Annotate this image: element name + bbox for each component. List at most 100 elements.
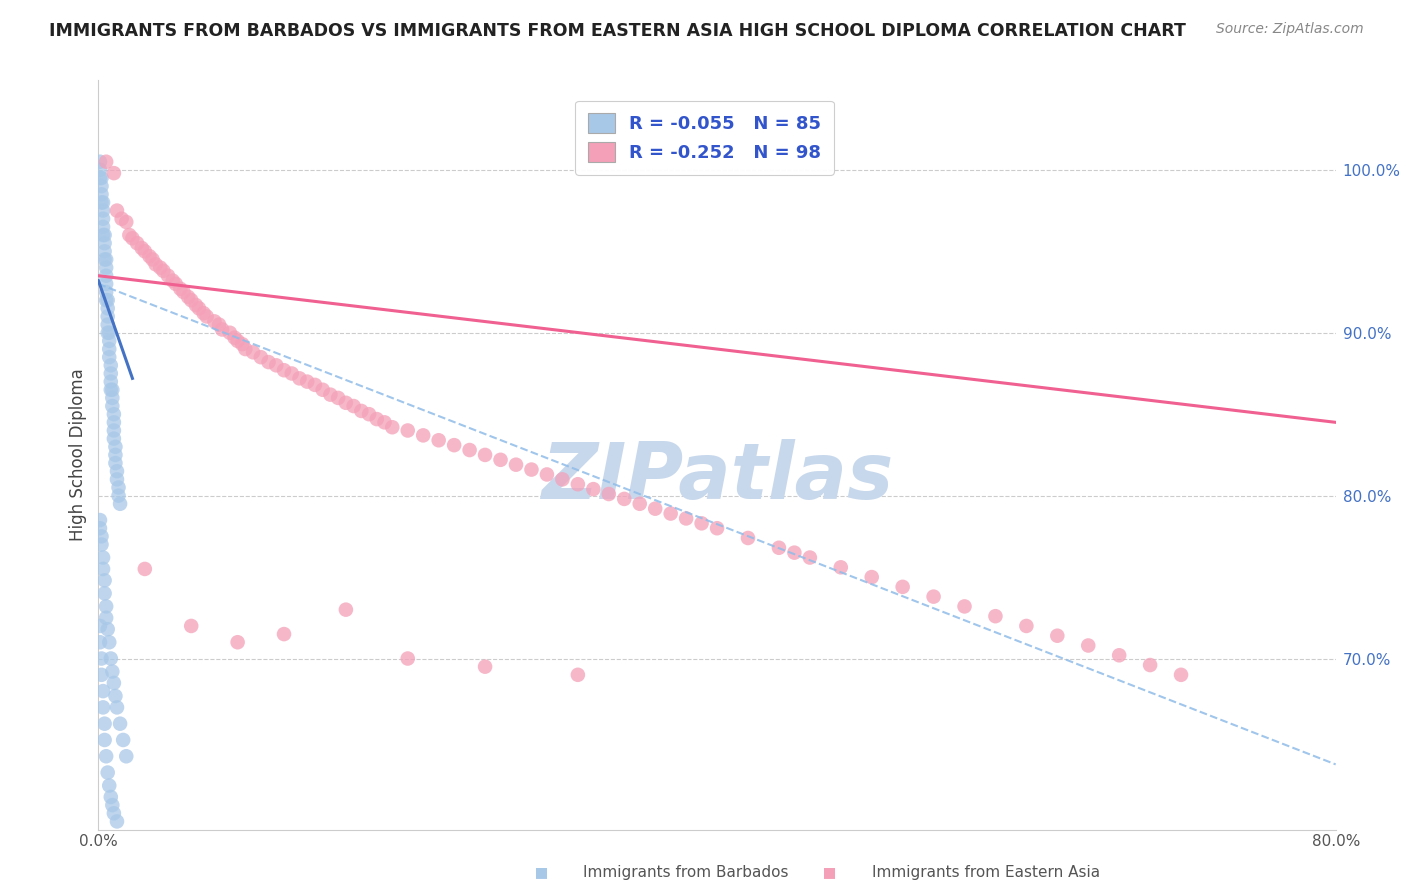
- Point: [96, 260, 118, 275]
- Point: [91, 203, 114, 218]
- Point: [90, 187, 112, 202]
- Point: [105, 464, 128, 478]
- Point: [134, 562, 156, 576]
- Point: [98, 342, 121, 356]
- Point: [101, 391, 124, 405]
- Point: [100, 367, 122, 381]
- Point: [91, 562, 114, 576]
- Point: [105, 203, 128, 218]
- Point: [582, 482, 605, 496]
- Point: [152, 264, 174, 278]
- Point: [131, 241, 153, 255]
- Point: [103, 415, 125, 429]
- Point: [1170, 668, 1192, 682]
- Point: [233, 342, 257, 356]
- Point: [112, 733, 135, 747]
- Point: [96, 293, 118, 308]
- Point: [97, 326, 120, 340]
- Point: [860, 570, 883, 584]
- Point: [90, 537, 112, 551]
- Point: [567, 477, 589, 491]
- Point: [304, 377, 326, 392]
- Point: [138, 249, 160, 263]
- Point: [551, 472, 574, 486]
- Point: [443, 438, 465, 452]
- Point: [96, 611, 118, 625]
- Point: [412, 428, 434, 442]
- Point: [297, 375, 319, 389]
- Point: [98, 779, 121, 793]
- Point: [193, 306, 215, 320]
- Point: [335, 396, 357, 410]
- Point: [103, 166, 125, 180]
- Point: [115, 215, 138, 229]
- Point: [264, 359, 288, 373]
- Point: [93, 716, 115, 731]
- Point: [273, 627, 295, 641]
- Point: [101, 665, 124, 679]
- Point: [374, 415, 396, 429]
- Text: IMMIGRANTS FROM BARBADOS VS IMMIGRANTS FROM EASTERN ASIA HIGH SCHOOL DIPLOMA COR: IMMIGRANTS FROM BARBADOS VS IMMIGRANTS F…: [49, 22, 1187, 40]
- Text: ZIPatlas: ZIPatlas: [541, 440, 893, 516]
- Point: [100, 789, 122, 804]
- Point: [89, 513, 111, 527]
- Text: Immigrants from Eastern Asia: Immigrants from Eastern Asia: [872, 865, 1099, 880]
- Point: [489, 452, 512, 467]
- Point: [93, 733, 115, 747]
- Point: [93, 574, 115, 588]
- Point: [226, 635, 249, 649]
- Point: [98, 326, 121, 340]
- Point: [90, 171, 112, 186]
- Point: [520, 462, 543, 476]
- Point: [184, 298, 207, 312]
- Point: [108, 716, 131, 731]
- Point: [90, 195, 112, 210]
- Point: [97, 622, 120, 636]
- Point: [134, 244, 156, 259]
- Point: [427, 434, 450, 448]
- Point: [96, 285, 118, 299]
- Point: [162, 274, 184, 288]
- Point: [172, 285, 194, 299]
- Point: [157, 268, 180, 283]
- Point: [93, 227, 115, 242]
- Text: ▪: ▪: [823, 863, 837, 882]
- Point: [505, 458, 527, 472]
- Point: [105, 700, 128, 714]
- Point: [89, 619, 111, 633]
- Point: [281, 367, 304, 381]
- Point: [127, 236, 149, 251]
- Point: [458, 443, 481, 458]
- Point: [675, 511, 697, 525]
- Point: [366, 412, 388, 426]
- Point: [188, 301, 211, 316]
- Point: [768, 541, 790, 555]
- Point: [96, 277, 118, 291]
- Point: [98, 334, 121, 348]
- Point: [89, 171, 111, 186]
- Point: [103, 806, 125, 821]
- Point: [91, 684, 114, 698]
- Point: [799, 550, 821, 565]
- Point: [89, 521, 111, 535]
- Point: [145, 257, 167, 271]
- Point: [90, 668, 112, 682]
- Point: [783, 546, 806, 560]
- Point: [89, 154, 111, 169]
- Point: [250, 350, 273, 364]
- Text: ▪: ▪: [534, 863, 548, 882]
- Point: [204, 314, 226, 328]
- Point: [830, 560, 852, 574]
- Point: [93, 252, 115, 267]
- Point: [115, 749, 138, 764]
- Point: [169, 282, 191, 296]
- Point: [1046, 629, 1069, 643]
- Point: [100, 375, 122, 389]
- Point: [381, 420, 404, 434]
- Point: [91, 700, 114, 714]
- Point: [97, 765, 120, 780]
- Point: [165, 277, 187, 291]
- Point: [343, 399, 366, 413]
- Point: [96, 599, 118, 614]
- Point: [108, 497, 131, 511]
